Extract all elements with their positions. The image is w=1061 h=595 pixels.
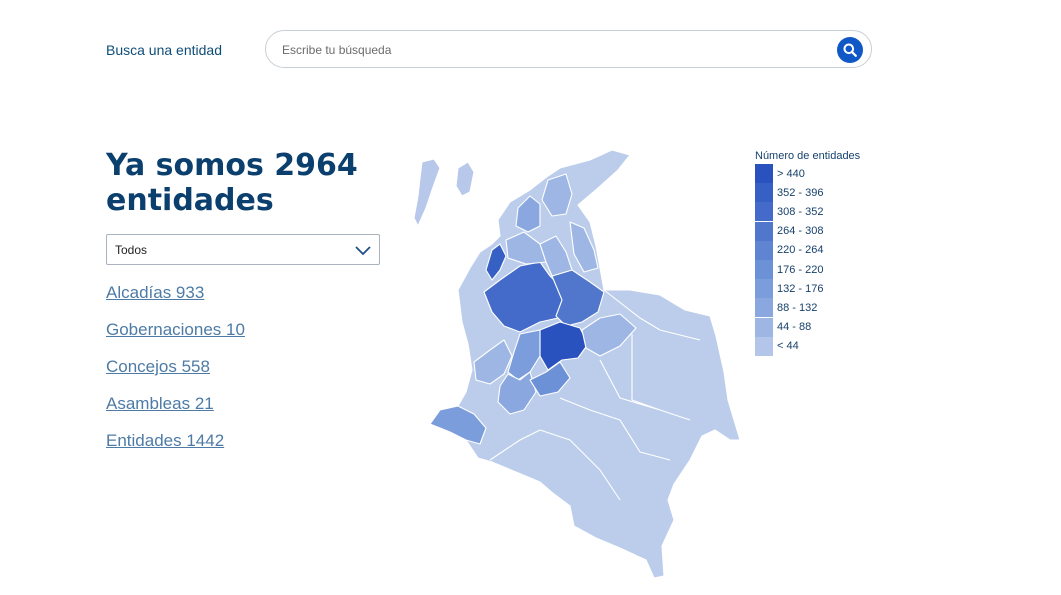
search-input[interactable]: [280, 40, 824, 60]
link-gobernaciones[interactable]: Gobernaciones 10: [106, 320, 245, 339]
link-concejos[interactable]: Concejos 558: [106, 357, 210, 376]
legend-label: 132 - 176: [777, 282, 824, 295]
map-region-tolima[interactable]: [497, 371, 537, 415]
legend-label: 308 - 352: [777, 205, 824, 218]
legend-swatch: [755, 336, 773, 356]
legend-swatch: [755, 298, 773, 318]
legend-label: 264 - 308: [777, 225, 824, 238]
search-button[interactable]: [837, 37, 863, 63]
legend-swatch: [755, 317, 773, 337]
legend-title: Número de entidades: [755, 150, 861, 162]
chevron-down-icon: [355, 246, 371, 256]
legend-item: 44 - 88: [755, 317, 860, 337]
map-region-sucre[interactable]: [515, 195, 541, 233]
link-asambleas[interactable]: Asambleas 21: [106, 394, 214, 413]
search-label: Busca una entidad: [106, 42, 222, 58]
legend-label: 176 - 220: [777, 263, 824, 276]
legend-label: 220 - 264: [777, 244, 824, 257]
map-region-meta-edge[interactable]: [581, 313, 637, 357]
legend-item: 308 - 352: [755, 202, 860, 222]
legend-label: 44 - 88: [777, 321, 812, 334]
legend-swatch: [755, 240, 773, 260]
search-box: [265, 30, 872, 68]
legend-item: 176 - 220: [755, 260, 860, 280]
map-region-magdalena[interactable]: [541, 173, 573, 217]
map-region-cundinamarca[interactable]: [529, 361, 571, 397]
entity-type-select[interactable]: Todos: [106, 234, 380, 265]
map-region-cesar[interactable]: [569, 221, 599, 273]
map-region-borders: [489, 289, 701, 501]
legend-swatch: [755, 183, 773, 203]
map-region-valle[interactable]: [473, 339, 513, 385]
legend-item: 132 - 176: [755, 279, 860, 299]
link-entidades[interactable]: Entidades 1442: [106, 431, 225, 450]
legend-label: < 44: [777, 340, 799, 353]
legend-item: < 44: [755, 336, 860, 356]
legend-swatch: [755, 164, 773, 184]
legend-swatch: [755, 279, 773, 299]
select-value: Todos: [115, 243, 148, 257]
legend-item: > 440: [755, 164, 860, 184]
legend-item: 220 - 264: [755, 240, 860, 260]
legend-item: 352 - 396: [755, 183, 860, 203]
map-region-santander[interactable]: [551, 269, 605, 327]
map-region-choco-north[interactable]: [485, 243, 507, 281]
map-legend: Número de entidades > 440 352 - 396 308 - …: [755, 149, 860, 356]
legend-item: 264 - 308: [755, 221, 860, 241]
map-region-narino[interactable]: [429, 405, 487, 445]
map-region-bolivar[interactable]: [539, 235, 573, 277]
legend-swatch: [755, 260, 773, 280]
map-region-providencia[interactable]: [455, 161, 475, 197]
entity-links: Alcadías 933 Gobernaciones 10 Concejos 5…: [106, 282, 245, 467]
legend-item: 88 - 132: [755, 298, 860, 318]
map-region-boyaca[interactable]: [539, 321, 589, 371]
legend-label: > 440: [777, 167, 805, 180]
legend-swatch: [755, 202, 773, 222]
colombia-map: [413, 149, 741, 579]
legend-swatch: [755, 221, 773, 241]
search-icon: [843, 43, 857, 57]
legend-label: 88 - 132: [777, 301, 818, 314]
link-alcaldias[interactable]: Alcadías 933: [106, 283, 205, 302]
map-region-caldas[interactable]: [507, 329, 541, 381]
legend-label: 352 - 396: [777, 186, 824, 199]
map-region-san-andres[interactable]: [413, 158, 441, 227]
page-title: Ya somos 2964 entidades: [106, 148, 358, 218]
